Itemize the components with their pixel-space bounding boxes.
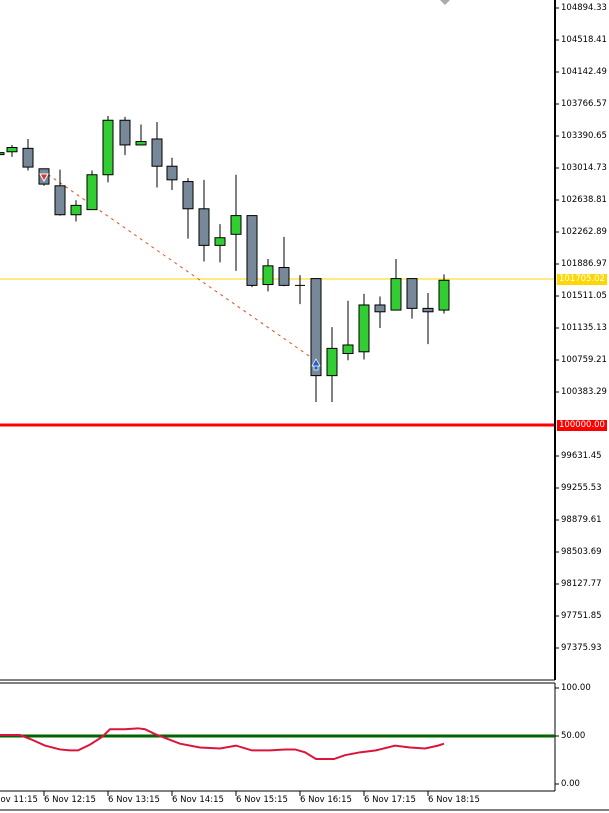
candle[interactable] bbox=[438, 274, 450, 314]
bear-candle-body bbox=[374, 304, 386, 313]
indicator-label: 100.00 bbox=[561, 683, 591, 693]
candle[interactable] bbox=[22, 138, 34, 171]
price-label: 99631.45 bbox=[561, 451, 602, 461]
current-price-tag: 101705.02 bbox=[557, 274, 607, 285]
bear-candle-body bbox=[406, 278, 418, 309]
scroll-marker-icon bbox=[440, 0, 450, 5]
candle[interactable] bbox=[326, 327, 338, 403]
price-label: 104894.33 bbox=[561, 3, 607, 13]
price-label: 104142.49 bbox=[561, 67, 607, 77]
bull-candle-body bbox=[262, 265, 274, 286]
bull-candle-body bbox=[214, 237, 226, 246]
time-label: 6 Nov 18:15 bbox=[428, 795, 480, 805]
bear-candle-body bbox=[278, 267, 290, 286]
candle[interactable] bbox=[310, 278, 322, 403]
price-label: 103014.73 bbox=[561, 163, 607, 173]
time-label: 6 Nov 15:15 bbox=[236, 795, 288, 805]
bear-candle-body bbox=[166, 165, 178, 181]
price-label: 100759.21 bbox=[561, 355, 607, 365]
candle[interactable] bbox=[151, 121, 163, 188]
bull-candle-body bbox=[390, 278, 402, 311]
bear-candle-body bbox=[422, 307, 434, 313]
candle[interactable] bbox=[135, 124, 147, 146]
bull-candle-body bbox=[438, 279, 450, 311]
candle[interactable] bbox=[198, 179, 210, 262]
candle[interactable] bbox=[406, 278, 418, 319]
price-label: 102262.89 bbox=[561, 227, 607, 237]
time-label: 6 Nov 12:15 bbox=[44, 795, 96, 805]
bull-candle-body bbox=[135, 141, 147, 146]
bear-candle-body bbox=[119, 119, 131, 146]
price-label: 102638.81 bbox=[561, 195, 607, 205]
buy-arrow-icon[interactable] bbox=[311, 358, 321, 371]
candle[interactable] bbox=[54, 169, 66, 216]
price-label: 101511.05 bbox=[561, 291, 607, 301]
bull-candle-body bbox=[6, 146, 18, 153]
time-label: 6 Nov 11:15 bbox=[0, 795, 38, 805]
time-label: 6 Nov 17:15 bbox=[364, 795, 416, 805]
price-label: 98503.69 bbox=[561, 547, 602, 557]
bear-candle-body bbox=[182, 181, 194, 210]
price-label: 97375.93 bbox=[561, 643, 602, 653]
price-label: 103766.57 bbox=[561, 99, 607, 109]
candle[interactable] bbox=[230, 174, 242, 271]
price-label: 98879.61 bbox=[561, 515, 602, 525]
candle[interactable] bbox=[102, 115, 114, 183]
candle[interactable] bbox=[278, 236, 290, 287]
bear-candle-body bbox=[54, 185, 66, 216]
price-label: 98127.77 bbox=[561, 579, 602, 589]
indicator-label: 0.00 bbox=[561, 779, 580, 789]
bear-candle-body bbox=[151, 138, 163, 167]
indicator-line[interactable] bbox=[0, 727, 445, 761]
trade-connection-line[interactable] bbox=[47, 174, 315, 360]
candle[interactable] bbox=[182, 178, 194, 239]
time-label: 6 Nov 13:15 bbox=[108, 795, 160, 805]
candle[interactable] bbox=[70, 200, 82, 222]
bull-candle-body bbox=[358, 304, 370, 353]
candle[interactable] bbox=[342, 300, 354, 361]
bull-candle-body bbox=[102, 119, 114, 176]
candle[interactable] bbox=[358, 293, 370, 360]
candle[interactable] bbox=[295, 275, 305, 305]
indicator-label: 50.00 bbox=[561, 731, 586, 741]
price-label: 103390.65 bbox=[561, 131, 607, 141]
bull-candle-body bbox=[230, 215, 242, 235]
candle[interactable] bbox=[214, 224, 226, 263]
price-label: 104518.41 bbox=[561, 35, 607, 45]
candle[interactable] bbox=[262, 259, 274, 292]
sell-arrow-icon[interactable] bbox=[39, 173, 49, 183]
candle[interactable] bbox=[390, 259, 402, 311]
price-label: 99255.53 bbox=[561, 483, 602, 493]
candle[interactable] bbox=[374, 296, 386, 328]
candle[interactable] bbox=[246, 215, 258, 288]
price-label: 100383.29 bbox=[561, 387, 607, 397]
candle[interactable] bbox=[0, 152, 5, 156]
bull-candle-body bbox=[342, 344, 354, 354]
bull-candle-body bbox=[86, 174, 98, 211]
price-label: 97751.85 bbox=[561, 611, 602, 621]
candle[interactable] bbox=[6, 144, 18, 157]
price-label: 101886.97 bbox=[561, 259, 607, 269]
bear-candle-body bbox=[310, 278, 322, 377]
price-label: 101135.13 bbox=[561, 323, 607, 333]
time-label: 6 Nov 14:15 bbox=[172, 795, 224, 805]
time-label: 6 Nov 16:15 bbox=[300, 795, 352, 805]
bull-candle-body bbox=[70, 204, 82, 216]
candle[interactable] bbox=[86, 170, 98, 211]
level-price-tag: 100000.00 bbox=[557, 420, 607, 431]
candle[interactable] bbox=[422, 293, 434, 345]
candle[interactable] bbox=[166, 157, 178, 191]
bull-candle-body bbox=[326, 347, 338, 377]
bull-candle-body bbox=[0, 152, 5, 156]
bear-candle-body bbox=[246, 215, 258, 286]
bear-candle-body bbox=[22, 147, 34, 168]
candle[interactable] bbox=[119, 116, 131, 156]
bear-candle-body bbox=[198, 208, 210, 246]
